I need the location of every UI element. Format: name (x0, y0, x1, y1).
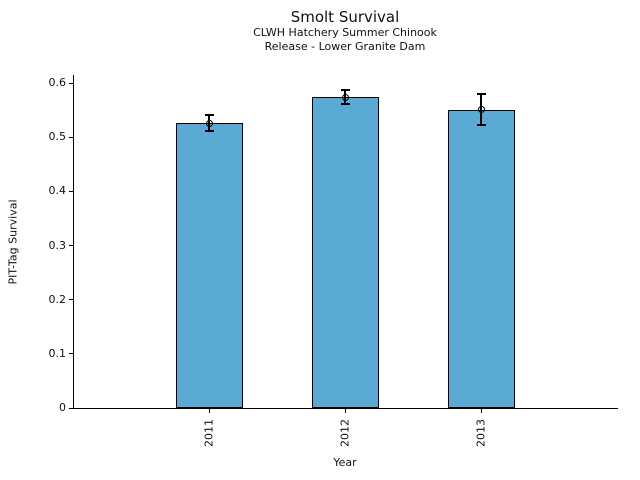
y-tick-label: 0.4 (48, 184, 67, 198)
chart-subtitle-line2: Release - Lower Granite Dam (264, 40, 426, 53)
x-tick-label: 2011 (202, 419, 216, 447)
chart-title: Smolt Survival (290, 8, 400, 26)
y-tick-mark (69, 353, 73, 355)
error-bar-cap-top (476, 93, 486, 96)
chart-subtitle-line1: CLWH Hatchery Summer Chinook (253, 26, 437, 39)
error-bar-cap-top (204, 114, 214, 117)
error-bar-cap-bottom (204, 130, 214, 133)
x-tick-mark (208, 409, 210, 413)
error-bar-marker (341, 93, 349, 101)
y-tick-mark (69, 299, 73, 301)
y-tick-label: 0.3 (48, 238, 67, 252)
error-bar-cap-bottom (340, 103, 350, 106)
y-tick-mark (69, 245, 73, 247)
bar (175, 123, 243, 408)
bar (447, 109, 515, 408)
y-tick-label: 0.1 (48, 346, 67, 360)
y-tick-mark (69, 407, 73, 409)
x-tick-mark (480, 409, 482, 413)
error-bar-marker (205, 119, 213, 127)
x-tick-label: 2012 (338, 419, 352, 447)
y-axis-spine (73, 75, 74, 409)
y-tick-mark (69, 136, 73, 138)
y-tick-mark (69, 82, 73, 84)
error-bar-cap-top (340, 89, 350, 92)
y-axis-label: PIT-Tag Survival (6, 199, 20, 285)
error-bar-cap-bottom (476, 123, 486, 126)
x-tick-label: 2013 (474, 419, 488, 447)
y-tick-label: 0.2 (48, 292, 67, 306)
y-tick-label: 0 (59, 401, 66, 414)
x-tick-mark (344, 409, 346, 413)
y-tick-label: 0.6 (48, 76, 67, 90)
error-bar-marker (477, 106, 485, 114)
x-axis-label: Year (333, 456, 357, 469)
title-block: Smolt Survival CLWH Hatchery Summer Chin… (73, 8, 617, 54)
bar (311, 97, 379, 408)
y-tick-mark (69, 190, 73, 192)
y-tick-label: 0.5 (48, 130, 67, 144)
x-axis-spine (73, 408, 618, 409)
